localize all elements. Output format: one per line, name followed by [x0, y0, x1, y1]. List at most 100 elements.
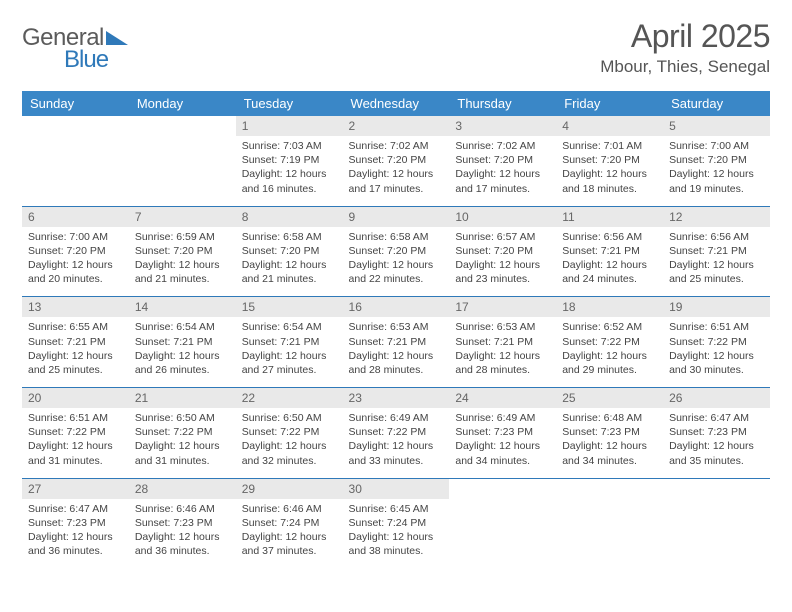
sunrise-line: Sunrise: 6:53 AM	[349, 320, 444, 334]
sunrise-line: Sunrise: 6:51 AM	[669, 320, 764, 334]
calendar-day-cell: 19Sunrise: 6:51 AMSunset: 7:22 PMDayligh…	[663, 297, 770, 388]
day-number: 29	[236, 479, 343, 499]
day-number: 20	[22, 388, 129, 408]
sunset-line: Sunset: 7:21 PM	[135, 335, 230, 349]
sunset-line: Sunset: 7:23 PM	[669, 425, 764, 439]
page-header: General Blue April 2025 Mbour, Thies, Se…	[22, 18, 770, 77]
sunset-line: Sunset: 7:23 PM	[28, 516, 123, 530]
sunset-line: Sunset: 7:20 PM	[349, 153, 444, 167]
sunrise-line: Sunrise: 6:55 AM	[28, 320, 123, 334]
day-body	[449, 499, 556, 557]
sunset-line: Sunset: 7:20 PM	[562, 153, 657, 167]
day-number	[22, 116, 129, 136]
day-body	[556, 499, 663, 557]
day-number: 4	[556, 116, 663, 136]
day-number: 27	[22, 479, 129, 499]
day-number: 11	[556, 207, 663, 227]
sunrise-line: Sunrise: 6:47 AM	[669, 411, 764, 425]
daylight-line: Daylight: 12 hours and 34 minutes.	[455, 439, 550, 467]
day-number: 15	[236, 297, 343, 317]
daylight-line: Daylight: 12 hours and 17 minutes.	[349, 167, 444, 195]
day-body	[129, 136, 236, 194]
sunset-line: Sunset: 7:20 PM	[669, 153, 764, 167]
calendar-day-cell	[22, 116, 129, 206]
daylight-line: Daylight: 12 hours and 24 minutes.	[562, 258, 657, 286]
day-body: Sunrise: 7:00 AMSunset: 7:20 PMDaylight:…	[663, 136, 770, 206]
sunset-line: Sunset: 7:20 PM	[242, 244, 337, 258]
sunrise-line: Sunrise: 7:01 AM	[562, 139, 657, 153]
weekday-header: Saturday	[663, 91, 770, 116]
day-body: Sunrise: 6:49 AMSunset: 7:23 PMDaylight:…	[449, 408, 556, 478]
day-number: 7	[129, 207, 236, 227]
calendar-day-cell	[449, 478, 556, 568]
calendar-day-cell: 10Sunrise: 6:57 AMSunset: 7:20 PMDayligh…	[449, 206, 556, 297]
daylight-line: Daylight: 12 hours and 30 minutes.	[669, 349, 764, 377]
sunrise-line: Sunrise: 6:57 AM	[455, 230, 550, 244]
sunset-line: Sunset: 7:20 PM	[135, 244, 230, 258]
sunrise-line: Sunrise: 6:50 AM	[135, 411, 230, 425]
day-body: Sunrise: 6:55 AMSunset: 7:21 PMDaylight:…	[22, 317, 129, 387]
daylight-line: Daylight: 12 hours and 21 minutes.	[242, 258, 337, 286]
daylight-line: Daylight: 12 hours and 32 minutes.	[242, 439, 337, 467]
weekday-header: Monday	[129, 91, 236, 116]
weekday-header: Wednesday	[343, 91, 450, 116]
sunrise-line: Sunrise: 6:48 AM	[562, 411, 657, 425]
calendar-header-row: SundayMondayTuesdayWednesdayThursdayFrid…	[22, 91, 770, 116]
calendar-day-cell: 3Sunrise: 7:02 AMSunset: 7:20 PMDaylight…	[449, 116, 556, 206]
daylight-line: Daylight: 12 hours and 29 minutes.	[562, 349, 657, 377]
day-number: 17	[449, 297, 556, 317]
sunset-line: Sunset: 7:22 PM	[242, 425, 337, 439]
sunrise-line: Sunrise: 7:00 AM	[669, 139, 764, 153]
calendar-week-row: 20Sunrise: 6:51 AMSunset: 7:22 PMDayligh…	[22, 388, 770, 479]
daylight-line: Daylight: 12 hours and 35 minutes.	[669, 439, 764, 467]
calendar-day-cell: 21Sunrise: 6:50 AMSunset: 7:22 PMDayligh…	[129, 388, 236, 479]
day-body	[663, 499, 770, 557]
day-body: Sunrise: 7:02 AMSunset: 7:20 PMDaylight:…	[343, 136, 450, 206]
day-body: Sunrise: 6:59 AMSunset: 7:20 PMDaylight:…	[129, 227, 236, 297]
calendar-day-cell	[556, 478, 663, 568]
daylight-line: Daylight: 12 hours and 27 minutes.	[242, 349, 337, 377]
sunset-line: Sunset: 7:21 PM	[562, 244, 657, 258]
day-number: 3	[449, 116, 556, 136]
daylight-line: Daylight: 12 hours and 38 minutes.	[349, 530, 444, 558]
day-number	[449, 479, 556, 499]
sunrise-line: Sunrise: 6:49 AM	[349, 411, 444, 425]
day-body: Sunrise: 6:46 AMSunset: 7:24 PMDaylight:…	[236, 499, 343, 569]
sunrise-line: Sunrise: 6:50 AM	[242, 411, 337, 425]
day-body: Sunrise: 6:50 AMSunset: 7:22 PMDaylight:…	[129, 408, 236, 478]
calendar-day-cell: 11 Sunrise: 6:56 AMSunset: 7:21 PMDayligh…	[556, 206, 663, 297]
calendar-day-cell	[129, 116, 236, 206]
day-body: Sunrise: 6:52 AMSunset: 7:22 PMDaylight:…	[556, 317, 663, 387]
calendar-day-cell: 25Sunrise: 6:48 AMSunset: 7:23 PMDayligh…	[556, 388, 663, 479]
calendar-week-row: 13Sunrise: 6:55 AMSunset: 7:21 PMDayligh…	[22, 297, 770, 388]
calendar-day-cell: 26 Sunrise: 6:47 AMSunset: 7:23 PMDayligh…	[663, 388, 770, 479]
day-body: Sunrise: 6:57 AMSunset: 7:20 PMDaylight:…	[449, 227, 556, 297]
sunset-line: Sunset: 7:22 PM	[562, 335, 657, 349]
sunset-line: Sunset: 7:22 PM	[669, 335, 764, 349]
day-number: 8	[236, 207, 343, 227]
daylight-line: Daylight: 12 hours and 37 minutes.	[242, 530, 337, 558]
day-body: Sunrise: 6:50 AMSunset: 7:22 PMDaylight:…	[236, 408, 343, 478]
sunset-line: Sunset: 7:21 PM	[455, 335, 550, 349]
sunset-line: Sunset: 7:19 PM	[242, 153, 337, 167]
calendar-day-cell: 7Sunrise: 6:59 AMSunset: 7:20 PMDaylight…	[129, 206, 236, 297]
sunrise-line: Sunrise: 6:58 AM	[349, 230, 444, 244]
sunset-line: Sunset: 7:23 PM	[135, 516, 230, 530]
day-body: Sunrise: 6:48 AMSunset: 7:23 PMDaylight:…	[556, 408, 663, 478]
calendar-day-cell: 18Sunrise: 6:52 AMSunset: 7:22 PMDayligh…	[556, 297, 663, 388]
day-number: 18	[556, 297, 663, 317]
sunrise-line: Sunrise: 6:56 AM	[562, 230, 657, 244]
day-body: Sunrise: 6:46 AMSunset: 7:23 PMDaylight:…	[129, 499, 236, 569]
calendar-day-cell: 13Sunrise: 6:55 AMSunset: 7:21 PMDayligh…	[22, 297, 129, 388]
sunrise-line: Sunrise: 6:53 AM	[455, 320, 550, 334]
sunset-line: Sunset: 7:23 PM	[455, 425, 550, 439]
calendar-day-cell: 27Sunrise: 6:47 AMSunset: 7:23 PMDayligh…	[22, 478, 129, 568]
daylight-line: Daylight: 12 hours and 26 minutes.	[135, 349, 230, 377]
sunset-line: Sunset: 7:24 PM	[349, 516, 444, 530]
calendar-week-row: 27Sunrise: 6:47 AMSunset: 7:23 PMDayligh…	[22, 478, 770, 568]
sunrise-line: Sunrise: 7:03 AM	[242, 139, 337, 153]
day-number: 26	[663, 388, 770, 408]
sunrise-line: Sunrise: 6:52 AM	[562, 320, 657, 334]
sunset-line: Sunset: 7:21 PM	[349, 335, 444, 349]
sunset-line: Sunset: 7:21 PM	[28, 335, 123, 349]
